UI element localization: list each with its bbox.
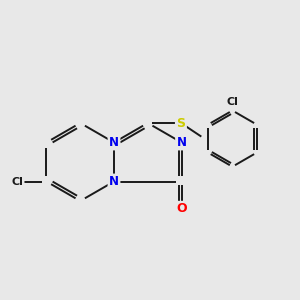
Text: Cl: Cl xyxy=(11,176,23,187)
Text: S: S xyxy=(176,116,185,130)
Text: O: O xyxy=(176,202,187,215)
Text: N: N xyxy=(176,136,187,149)
Text: Cl: Cl xyxy=(226,97,238,106)
Text: N: N xyxy=(109,136,119,149)
Text: N: N xyxy=(109,175,119,188)
